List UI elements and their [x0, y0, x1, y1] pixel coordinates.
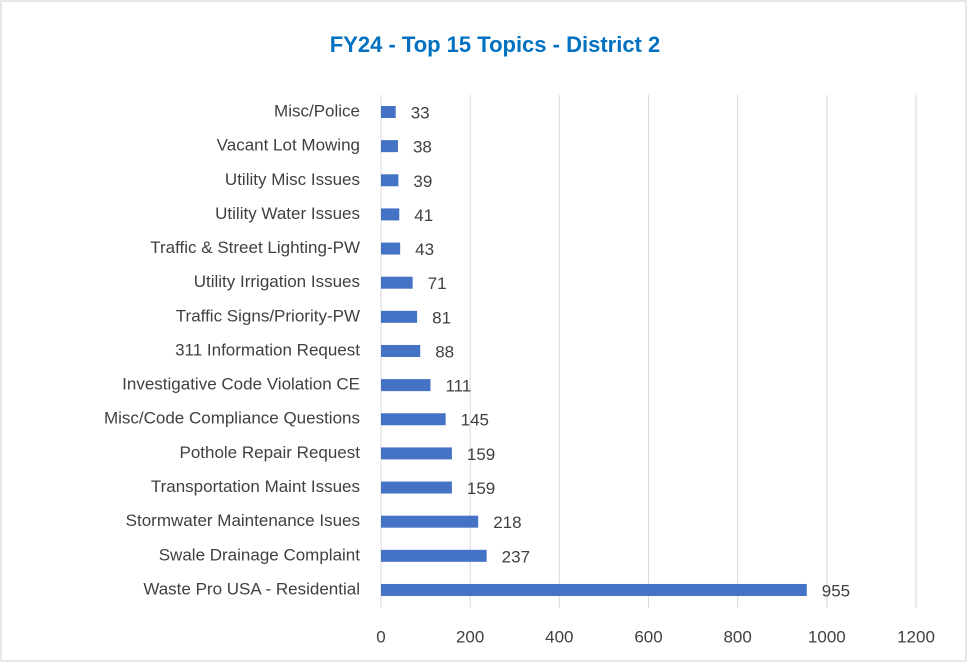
data-label: 159	[467, 445, 495, 464]
data-label: 81	[432, 308, 451, 327]
bar	[381, 549, 487, 562]
data-label: 39	[413, 172, 432, 191]
x-tick-label: 600	[634, 627, 662, 646]
x-tick-label: 1200	[897, 627, 935, 646]
y-tick-label: Investigative Code Violation CE	[122, 375, 360, 394]
bar	[381, 242, 401, 255]
bar	[381, 276, 413, 289]
bar	[381, 106, 396, 118]
data-label: 41	[414, 206, 433, 225]
data-label: 237	[502, 547, 530, 566]
y-tick-label: 311 Information Request	[175, 340, 360, 359]
y-tick-label: Utility Misc Issues	[225, 170, 360, 189]
y-tick-label: Swale Drainage Complaint	[159, 545, 361, 564]
data-label: 33	[411, 103, 430, 122]
bar	[381, 481, 452, 494]
bar	[381, 208, 400, 221]
x-tick-label: 800	[723, 627, 751, 646]
data-label: 955	[822, 581, 850, 600]
data-label: 111	[445, 377, 471, 396]
y-tick-label: Vacant Lot Mowing	[217, 136, 360, 155]
y-tick-label: Misc/Police	[274, 101, 360, 120]
x-tick-label: 1000	[808, 627, 846, 646]
y-tick-label: Traffic Signs/Priority-PW	[176, 306, 360, 325]
y-tick-label: Traffic & Street Lighting-PW	[150, 238, 360, 257]
bar	[381, 447, 452, 460]
data-label: 218	[493, 513, 521, 532]
y-tick-label: Pothole Repair Request	[179, 443, 360, 462]
bar	[381, 310, 418, 323]
y-tick-label: Utility Irrigation Issues	[194, 272, 360, 291]
data-label: 43	[415, 240, 434, 259]
bar	[381, 515, 479, 528]
y-tick-label: Waste Pro USA - Residential	[143, 579, 360, 598]
chart-title: FY24 - Top 15 Topics - District 2	[330, 32, 660, 57]
data-label: 88	[435, 342, 454, 361]
y-tick-label: Transportation Maint Issues	[151, 477, 360, 496]
y-tick-label: Stormwater Maintenance Isues	[126, 511, 360, 530]
y-tick-label: Misc/Code Compliance Questions	[104, 409, 360, 428]
bar	[381, 583, 807, 596]
x-tick-label: 400	[545, 627, 573, 646]
bar	[381, 174, 399, 187]
bar	[381, 413, 446, 426]
bar	[381, 140, 398, 153]
bar	[381, 379, 431, 392]
bar	[381, 344, 421, 357]
data-label: 71	[428, 274, 447, 293]
data-label: 145	[461, 411, 489, 430]
data-label: 38	[413, 138, 432, 157]
x-tick-label: 0	[376, 627, 385, 646]
data-label: 159	[467, 479, 495, 498]
y-tick-label: Utility Water Issues	[215, 204, 360, 223]
x-tick-label: 200	[456, 627, 484, 646]
